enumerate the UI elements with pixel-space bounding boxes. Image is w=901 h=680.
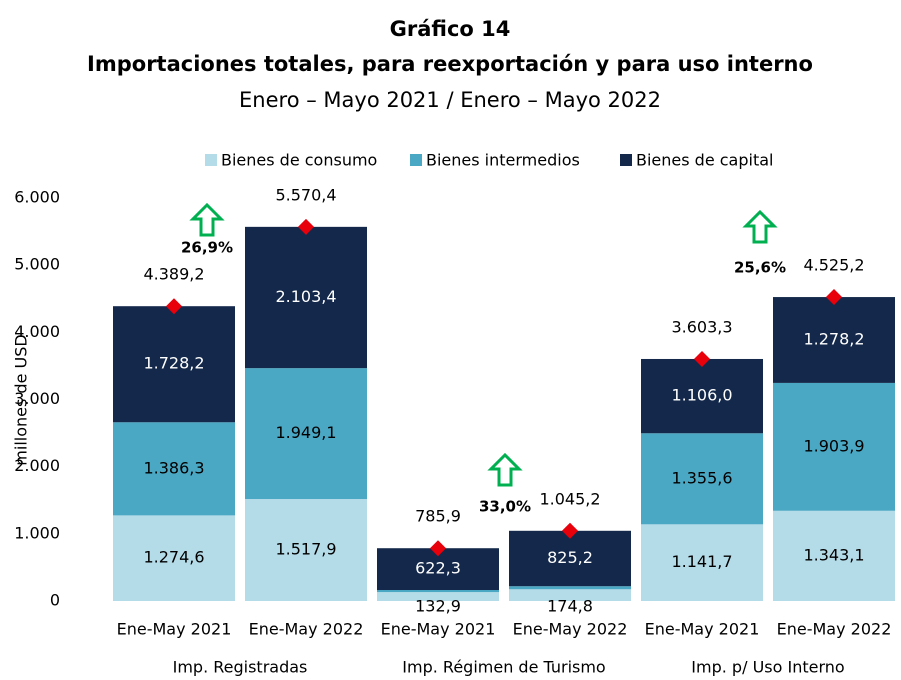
bar-segment bbox=[773, 382, 895, 511]
x-tick-label: Ene-May 2021 bbox=[381, 620, 496, 639]
bar-value-label: 1.274,6 bbox=[143, 548, 204, 567]
bar-value-label: 2.103,4 bbox=[275, 287, 336, 306]
bar-segment bbox=[509, 589, 631, 601]
y-tick-label: 4.000 bbox=[14, 322, 60, 341]
bar-segment bbox=[113, 515, 235, 601]
group-label: Imp. Registradas bbox=[173, 658, 308, 677]
y-tick-label: 0 bbox=[50, 591, 60, 610]
x-tick-label: Ene-May 2022 bbox=[249, 620, 364, 639]
bar-value-label: 174,8 bbox=[547, 597, 593, 616]
total-marker bbox=[562, 522, 578, 539]
legend-swatch bbox=[410, 154, 422, 166]
growth-arrow bbox=[742, 209, 778, 244]
legend-swatch bbox=[620, 154, 632, 166]
bar-segment bbox=[641, 524, 763, 601]
growth-label: 33,0% bbox=[479, 498, 531, 516]
bar-value-label: 1.903,9 bbox=[803, 436, 864, 455]
total-label: 4.389,2 bbox=[143, 265, 204, 284]
total-marker bbox=[166, 298, 182, 315]
bar-segment bbox=[641, 358, 763, 434]
total-marker bbox=[826, 289, 842, 306]
y-tick-label: 2.000 bbox=[14, 456, 60, 475]
y-tick-label: 6.000 bbox=[14, 188, 60, 207]
bar-segment bbox=[377, 590, 499, 593]
bar-segment bbox=[113, 306, 235, 423]
total-marker bbox=[430, 540, 446, 557]
total-label: 4.525,2 bbox=[803, 256, 864, 275]
bar-segment bbox=[245, 499, 367, 601]
group-label: Imp. p/ Uso Interno bbox=[691, 658, 844, 677]
bar-segment bbox=[773, 297, 895, 383]
bar-segment bbox=[509, 530, 631, 587]
total-marker bbox=[298, 218, 314, 235]
bar-segment bbox=[245, 226, 367, 369]
total-label: 3.603,3 bbox=[671, 317, 732, 336]
x-tick-label: Ene-May 2022 bbox=[777, 620, 892, 639]
bar-value-label: 1.343,1 bbox=[803, 545, 864, 564]
legend-label: Bienes de capital bbox=[636, 151, 773, 170]
bar-value-label: 1.728,2 bbox=[143, 354, 204, 373]
growth-arrow bbox=[189, 202, 225, 237]
legend-label: Bienes de consumo bbox=[221, 151, 377, 170]
bar-segment bbox=[377, 592, 499, 601]
growth-arrow bbox=[487, 452, 523, 487]
bar-value-label: 1.386,3 bbox=[143, 458, 204, 477]
bar-segment bbox=[113, 422, 235, 516]
bar-segment bbox=[641, 433, 763, 525]
bar-value-label: 1.355,6 bbox=[671, 468, 732, 487]
chart-period: Enero – Mayo 2021 / Enero – Mayo 2022 bbox=[239, 88, 661, 112]
y-tick-label: 5.000 bbox=[14, 255, 60, 274]
legend-label: Bienes intermedios bbox=[426, 151, 580, 170]
growth-label: 25,6% bbox=[734, 259, 786, 277]
bar-segment bbox=[245, 368, 367, 500]
bar-value-label: 1.141,7 bbox=[671, 552, 732, 571]
chart-subtitle: Importaciones totales, para reexportació… bbox=[87, 52, 813, 76]
y-tick-label: 3.000 bbox=[14, 389, 60, 408]
y-tick-label: 1.000 bbox=[14, 523, 60, 542]
bar-value-label: 132,9 bbox=[415, 597, 461, 616]
bar-value-label: 1.278,2 bbox=[803, 329, 864, 348]
x-tick-label: Ene-May 2022 bbox=[513, 620, 628, 639]
bar-value-label: 622,3 bbox=[415, 559, 461, 578]
legend-swatch bbox=[205, 154, 217, 166]
bar-value-label: 825,2 bbox=[547, 548, 593, 567]
bar-segment bbox=[773, 510, 895, 601]
bar-value-label: 1.106,0 bbox=[671, 386, 732, 405]
y-axis-label: millones de USD bbox=[12, 334, 31, 465]
x-tick-label: Ene-May 2021 bbox=[117, 620, 232, 639]
group-label: Imp. Régimen de Turismo bbox=[402, 658, 605, 677]
x-tick-label: Ene-May 2021 bbox=[645, 620, 760, 639]
bar-segment bbox=[509, 586, 631, 590]
bar-value-label: 1.517,9 bbox=[275, 540, 336, 559]
total-label: 785,9 bbox=[415, 507, 461, 526]
chart-title: Gráfico 14 bbox=[390, 17, 511, 41]
bar-value-label: 1.949,1 bbox=[275, 423, 336, 442]
total-label: 1.045,2 bbox=[539, 489, 600, 508]
growth-label: 26,9% bbox=[181, 239, 233, 257]
total-marker bbox=[694, 350, 710, 367]
total-label: 5.570,4 bbox=[275, 185, 336, 204]
